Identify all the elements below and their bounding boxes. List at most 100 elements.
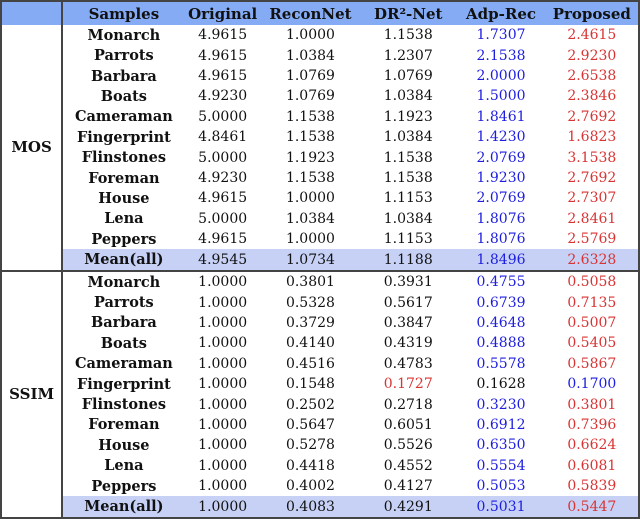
metric-value: 1.1923	[383, 108, 433, 125]
metric-value: 0.4418	[285, 457, 335, 474]
metric-value: 1.0000	[198, 457, 248, 474]
sample-name: Parrots	[94, 47, 154, 65]
corner-cell	[1, 1, 64, 25]
table-row: Barbara 1.0000 0.3729 0.3847 0.4648 0.5007	[1, 313, 639, 333]
metric-value: 0.6051	[383, 416, 433, 433]
metric-value: 2.6538	[567, 68, 617, 85]
metric-value: 1.0384	[383, 88, 433, 105]
metric-value: 1.0000	[285, 190, 335, 207]
metric-value: 0.5007	[567, 314, 617, 331]
metric-value: 0.5278	[285, 437, 335, 454]
sample-name: Cameraman	[74, 355, 173, 373]
metric-value: 0.3230	[476, 396, 526, 413]
metric-value: 1.0384	[285, 210, 335, 227]
metric-value: 0.4002	[285, 478, 335, 495]
table-header: Samples Original ReconNet DR²-Net Adp-Re…	[1, 1, 639, 25]
metric-value: 0.4552	[383, 457, 433, 474]
sample-name: Flinstones	[81, 396, 167, 414]
metric-value: 3.1538	[567, 149, 617, 166]
table-row: House 4.9615 1.0000 1.1153 2.0769 2.7307	[1, 188, 639, 208]
column-header-original: Original	[184, 1, 261, 25]
sample-name: Mean(all)	[62, 496, 185, 518]
metric-value: 1.1538	[285, 108, 335, 125]
metric-value: 0.1727	[383, 376, 433, 393]
metric-value: 2.0769	[476, 149, 526, 166]
metric-value: 1.1923	[285, 149, 335, 166]
metric-value: 0.5447	[545, 496, 639, 518]
metric-value: 1.6823	[567, 129, 617, 146]
sample-name: Peppers	[91, 230, 157, 248]
metric-value: 4.9230	[198, 170, 248, 187]
metric-value: 1.8076	[476, 231, 526, 248]
column-header-samples: Samples	[62, 1, 185, 25]
metric-value: 4.9615	[198, 231, 248, 248]
sample-name: Fingerprint	[76, 128, 171, 146]
metric-value: 5.0000	[198, 210, 248, 227]
metric-value: 1.1538	[285, 129, 335, 146]
metric-value: 1.1538	[383, 170, 433, 187]
metric-value: 4.9615	[198, 27, 248, 44]
metric-value: 1.0000	[198, 314, 248, 331]
metric-value: 2.5769	[567, 231, 617, 248]
metric-value: 0.6350	[476, 437, 526, 454]
metric-value: 1.0734	[260, 249, 361, 271]
table-row: Foreman 1.0000 0.5647 0.6051 0.6912 0.7396	[1, 415, 639, 435]
metric-value: 0.4319	[383, 335, 433, 352]
table-row: Lena 1.0000 0.4418 0.4552 0.5554 0.6081	[1, 456, 639, 476]
metric-value: 1.7307	[476, 27, 526, 44]
metric-value: 1.8076	[476, 210, 526, 227]
metric-value: 1.0769	[383, 68, 433, 85]
metric-value: 0.6081	[567, 457, 617, 474]
metric-value: 4.9230	[198, 88, 248, 105]
metric-value: 0.5526	[383, 437, 433, 454]
metric-value: 2.7692	[567, 108, 617, 125]
metric-value: 2.7307	[567, 190, 617, 207]
metric-value: 0.5578	[476, 355, 526, 372]
metric-value: 1.0000	[198, 335, 248, 352]
metric-value: 0.5839	[567, 478, 617, 495]
metric-value: 1.0384	[383, 210, 433, 227]
table-row: Lena 5.0000 1.0384 1.0384 1.8076 2.8461	[1, 209, 639, 229]
metric-value: 2.0769	[476, 190, 526, 207]
column-header-dr2net: DR²-Net	[360, 1, 457, 25]
sample-name: Parrots	[94, 294, 154, 312]
metric-value: 1.0000	[198, 396, 248, 413]
metric-value: 0.3729	[285, 314, 335, 331]
metric-value: 0.4291	[360, 496, 457, 518]
metric-value: 1.1538	[383, 27, 433, 44]
metric-value: 4.8461	[198, 129, 248, 146]
column-header-adprec: Adp-Rec	[456, 1, 546, 25]
metric-value: 0.4140	[285, 335, 335, 352]
metric-value: 1.1153	[383, 231, 433, 248]
metric-value: 1.0000	[198, 355, 248, 372]
sample-name: Flinstones	[81, 149, 167, 167]
metric-value: 0.4783	[383, 355, 433, 372]
metric-value: 1.8496	[456, 249, 546, 271]
metric-value: 1.1188	[360, 249, 457, 271]
table-row: Mean(all) 1.0000 0.4083 0.4291 0.5031 0.5447	[1, 496, 639, 518]
sample-name: Foreman	[88, 416, 160, 434]
metric-value: 5.0000	[198, 108, 248, 125]
metric-value: 1.0769	[285, 88, 335, 105]
metric-value: 5.0000	[198, 149, 248, 166]
sample-name: Barbara	[90, 314, 157, 332]
sample-name: Monarch	[62, 269, 185, 293]
metric-value: 0.4083	[260, 496, 361, 518]
metric-value: 1.0000	[184, 496, 261, 518]
metric-value: 2.0000	[476, 68, 526, 85]
metric-value: 0.1548	[285, 376, 335, 393]
table-row: Parrots 1.0000 0.5328 0.5617 0.6739 0.7135	[1, 292, 639, 312]
column-header-proposed: Proposed	[545, 1, 639, 25]
sample-name: Peppers	[91, 477, 157, 495]
metric-value: 0.5031	[456, 496, 546, 518]
metric-value: 1.0384	[285, 47, 335, 64]
metric-value: 2.3846	[567, 88, 617, 105]
metric-value: 0.7396	[567, 416, 617, 433]
metric-value: 1.0000	[198, 416, 248, 433]
sample-name: Mean(all)	[62, 249, 185, 271]
sample-name: Fingerprint	[76, 375, 171, 393]
table-row: Boats 4.9230 1.0769 1.0384 1.5000 2.3846	[1, 86, 639, 106]
table-row: Cameraman 5.0000 1.1538 1.1923 1.8461 2.7692	[1, 107, 639, 127]
section-label-ssim: SSIM	[1, 269, 64, 518]
